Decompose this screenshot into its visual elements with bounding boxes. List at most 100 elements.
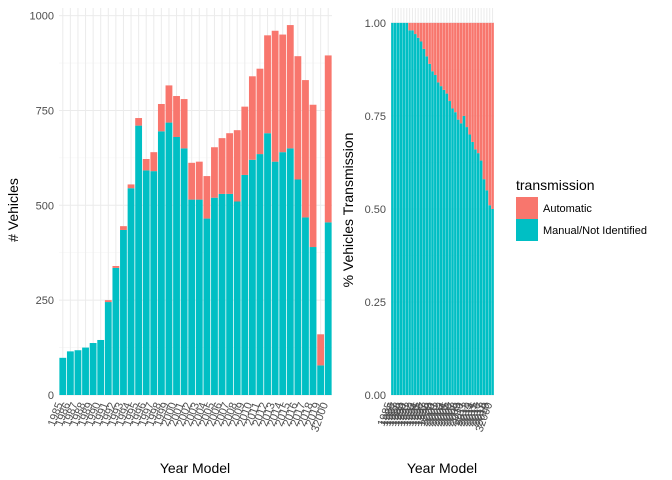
bar-segment: [120, 229, 127, 395]
bar-segment: [399, 22, 403, 396]
bar-segment: [408, 22, 411, 31]
bar-segment: [436, 22, 440, 83]
bar-segment: [434, 74, 437, 395]
bar-segment: [439, 86, 443, 396]
bar-segment: [476, 153, 480, 395]
legend-key-automatic: [516, 197, 538, 219]
bar-segment: [402, 22, 406, 396]
bar-segment: [436, 82, 440, 395]
bar-segment: [491, 208, 494, 395]
x-axis-title: Year Model: [407, 460, 477, 476]
bar-segment: [414, 34, 417, 396]
bar-segment: [112, 267, 120, 395]
bar-segment: [150, 152, 158, 172]
bar-segment: [142, 159, 150, 171]
bar-segment: [120, 226, 127, 230]
bar-segment: [309, 247, 317, 395]
bar-segment: [271, 30, 279, 162]
bar-segment: [302, 80, 309, 218]
bar-segment: [428, 63, 431, 395]
bars: [391, 22, 494, 396]
x-axis-title: Year Model: [160, 460, 230, 476]
bar-segment: [127, 184, 135, 189]
bar-segment: [112, 266, 120, 268]
bar-segment: [459, 123, 463, 395]
bar-segment: [491, 22, 494, 209]
x-axis-ticks: 1985198619871988198919901991199219931994…: [46, 401, 331, 434]
legend-label-manual: Manual/Not Identified: [543, 225, 647, 237]
bar-segment: [157, 131, 165, 395]
bar-segment: [74, 350, 82, 395]
bar-segment: [317, 334, 325, 366]
bar-segment: [482, 22, 486, 180]
bar-segment: [66, 351, 74, 395]
legend-key-manual: [516, 219, 538, 241]
bar-segment: [135, 118, 143, 126]
bar-segment: [442, 89, 446, 395]
bar-segment: [396, 22, 400, 396]
bar-segment: [425, 56, 429, 395]
bar-segment: [271, 161, 279, 395]
bar-segment: [294, 179, 302, 395]
bar-segment: [474, 149, 477, 395]
bar-segment: [188, 162, 196, 200]
bar-segment: [488, 205, 491, 395]
bar-segment: [264, 133, 271, 396]
bar-segment: [279, 34, 287, 153]
bar-segment: [233, 201, 241, 395]
y-tick-label: 1000: [30, 11, 54, 23]
bar-segment: [459, 22, 463, 124]
bar-segment: [226, 193, 234, 395]
legend-label-automatic: Automatic: [543, 203, 592, 215]
bar-segment: [479, 22, 483, 161]
bar-segment: [135, 125, 143, 395]
bar-segment: [173, 96, 180, 137]
bar-segment: [127, 188, 135, 395]
bar-segment: [411, 22, 414, 31]
bar-segment: [422, 48, 426, 396]
bar-segment: [226, 133, 234, 194]
bar-segment: [195, 199, 203, 395]
bar-segment: [408, 30, 411, 395]
bar-segment: [451, 22, 454, 109]
bar-segment: [456, 22, 460, 120]
bar-segment: [286, 25, 294, 149]
x-axis-ticks: 1985198619871988198919901991199219931994…: [376, 401, 496, 434]
bar-segment: [454, 112, 457, 395]
bar-segment: [241, 174, 249, 395]
bar-segment: [488, 22, 491, 206]
bar-segment: [195, 161, 203, 200]
bar-segment: [157, 103, 165, 132]
y-tick-label: 0.75: [365, 111, 386, 123]
bar-segment: [431, 22, 434, 72]
bar-segment: [165, 85, 173, 123]
bar-segment: [442, 22, 446, 90]
bars: [59, 25, 332, 396]
bar-segment: [324, 222, 332, 395]
bar-segment: [479, 160, 483, 395]
bar-segment: [391, 22, 394, 396]
bar-segment: [173, 137, 180, 395]
bar-segment: [419, 41, 423, 395]
bar-segment: [211, 197, 218, 395]
bar-segment: [256, 154, 264, 395]
bar-segment: [439, 22, 443, 87]
bar-segment: [405, 22, 409, 396]
bar-segment: [394, 22, 397, 396]
y-tick-label: 250: [36, 295, 54, 307]
bar-segment: [286, 148, 294, 395]
bar-segment: [104, 302, 112, 395]
bar-segment: [309, 104, 317, 248]
legend-title: transmission: [516, 177, 595, 193]
bar-segment: [241, 106, 249, 175]
bar-segment: [203, 176, 211, 219]
bar-segment: [474, 22, 477, 150]
bar-segment: [82, 347, 89, 395]
bar-segment: [468, 134, 471, 395]
bar-segment: [471, 141, 474, 395]
bar-segment: [248, 159, 256, 395]
bar-segment: [104, 300, 112, 303]
bar-segment: [59, 357, 67, 395]
bar-segment: [465, 127, 469, 396]
